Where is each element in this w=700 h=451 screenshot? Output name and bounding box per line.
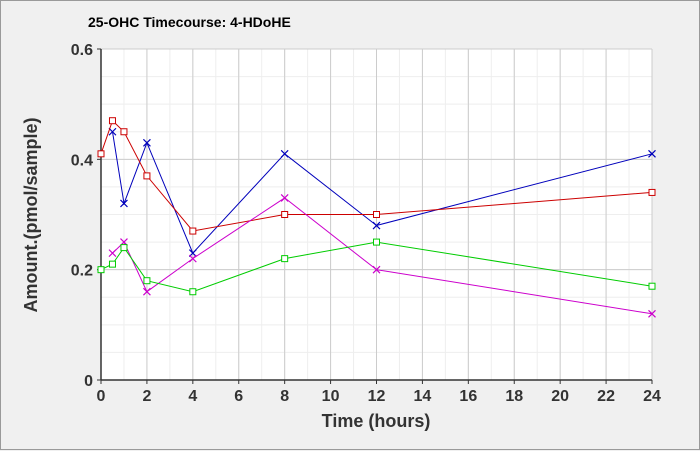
- x-tick-label: 14: [414, 388, 432, 405]
- data-point-square: [97, 150, 105, 158]
- data-point-x: [142, 138, 151, 147]
- data-point-square: [189, 288, 197, 296]
- y-tick-label: 0.2: [71, 263, 93, 280]
- series-1: [108, 127, 656, 258]
- data-point-x: [142, 287, 151, 296]
- data-point-square: [120, 128, 128, 136]
- data-point-x: [108, 249, 117, 258]
- y-tick-label: 0.6: [71, 42, 93, 59]
- data-point-x: [280, 194, 289, 202]
- x-tick-label: 8: [280, 388, 289, 405]
- x-tick-label: 4: [188, 388, 197, 405]
- data-point-x: [648, 149, 656, 158]
- data-point-square: [648, 282, 656, 290]
- x-tick-label: 6: [234, 388, 243, 405]
- data-point-square: [108, 260, 116, 268]
- x-tick-label: 10: [322, 388, 340, 405]
- data-point-square: [143, 172, 151, 180]
- x-tick-label: 18: [505, 388, 523, 405]
- data-point-square: [189, 227, 197, 235]
- data-point-square: [120, 244, 128, 252]
- data-point-x: [280, 149, 289, 158]
- data-point-square: [648, 188, 656, 196]
- y-axis-label: Amount.(pmol/sample): [21, 117, 41, 312]
- data-point-x: [108, 127, 117, 136]
- data-point-square: [143, 277, 151, 285]
- data-point-square: [373, 238, 380, 246]
- x-tick-label: 12: [368, 388, 386, 405]
- data-point-x: [372, 265, 381, 274]
- x-tick-label: 20: [551, 388, 569, 405]
- x-tick-label: 22: [597, 388, 615, 405]
- data-point-x: [648, 309, 656, 318]
- y-tick-label: 0.4: [71, 152, 93, 169]
- x-tick-label: 2: [142, 388, 151, 405]
- x-tick-label: 0: [97, 388, 106, 405]
- data-point-x: [188, 254, 197, 263]
- data-point-square: [281, 255, 289, 263]
- series-3: [108, 194, 656, 318]
- series-2: [97, 117, 656, 235]
- data-point-square: [281, 211, 289, 218]
- x-tick-label: 16: [459, 388, 477, 405]
- chart-title: 25-OHC Timecourse: 4-HDoHE: [88, 14, 291, 30]
- data-point-x: [120, 199, 128, 208]
- y-tick-label: 0: [84, 373, 93, 390]
- data-point-x: [372, 221, 381, 230]
- data-point-x: [188, 249, 197, 258]
- x-axis-label: Time (hours): [322, 411, 431, 431]
- data-point-square: [108, 117, 116, 125]
- data-point-square: [97, 266, 105, 274]
- series: [97, 117, 656, 318]
- data-point-square: [373, 211, 380, 218]
- x-tick-label: 24: [643, 388, 661, 405]
- series-4: [97, 238, 656, 296]
